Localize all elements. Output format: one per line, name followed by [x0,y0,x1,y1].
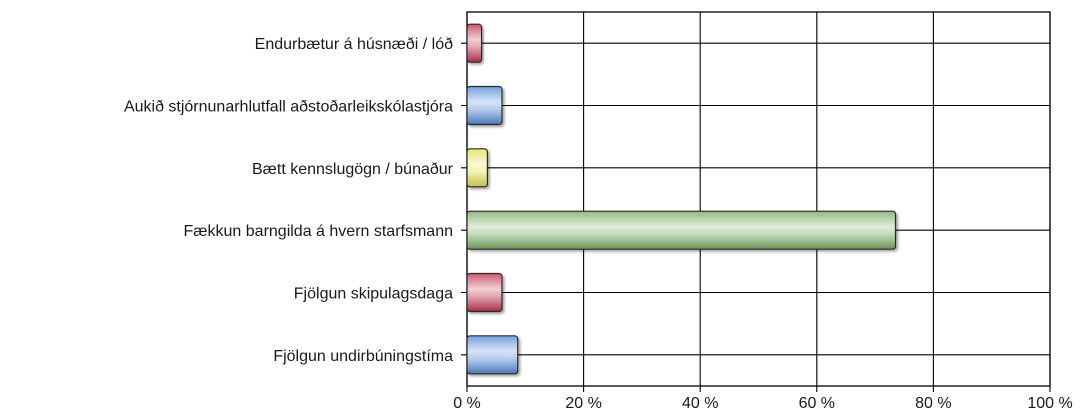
category-label: Aukið stjórnunarhlutfall aðstoðarleikskó… [124,99,453,116]
x-tick-label: 40 % [682,395,718,412]
category-labels: Endurbætur á húsnæði / lóð Aukið stjórnun… [124,36,454,365]
category-label: Endurbætur á húsnæði / lóð [255,36,453,53]
bar [466,210,897,250]
category-label: Fjölgun skipulagsdaga [294,286,453,303]
category-label: Fjölgun undirbúningstíma [273,348,453,365]
x-tick-label: 100 % [1027,395,1072,412]
bars [466,23,897,375]
x-tick-label: 60 % [799,395,835,412]
x-tick-labels: 0 % 20 % 40 % 60 % 80 % 100 % [453,395,1072,412]
bar [466,23,483,63]
grid [461,11,1051,392]
x-tick-label: 20 % [565,395,601,412]
x-tick-label: 80 % [915,395,951,412]
bar [466,335,519,375]
category-label: Bætt kennslugögn / búnaður [252,161,454,178]
category-label: Fækkun barngilda á hvern starfsmann [184,223,453,240]
x-tick-label: 0 % [453,395,481,412]
bar [466,85,503,126]
plot-frame [466,11,1051,387]
bar [466,272,503,313]
bar [466,148,489,188]
